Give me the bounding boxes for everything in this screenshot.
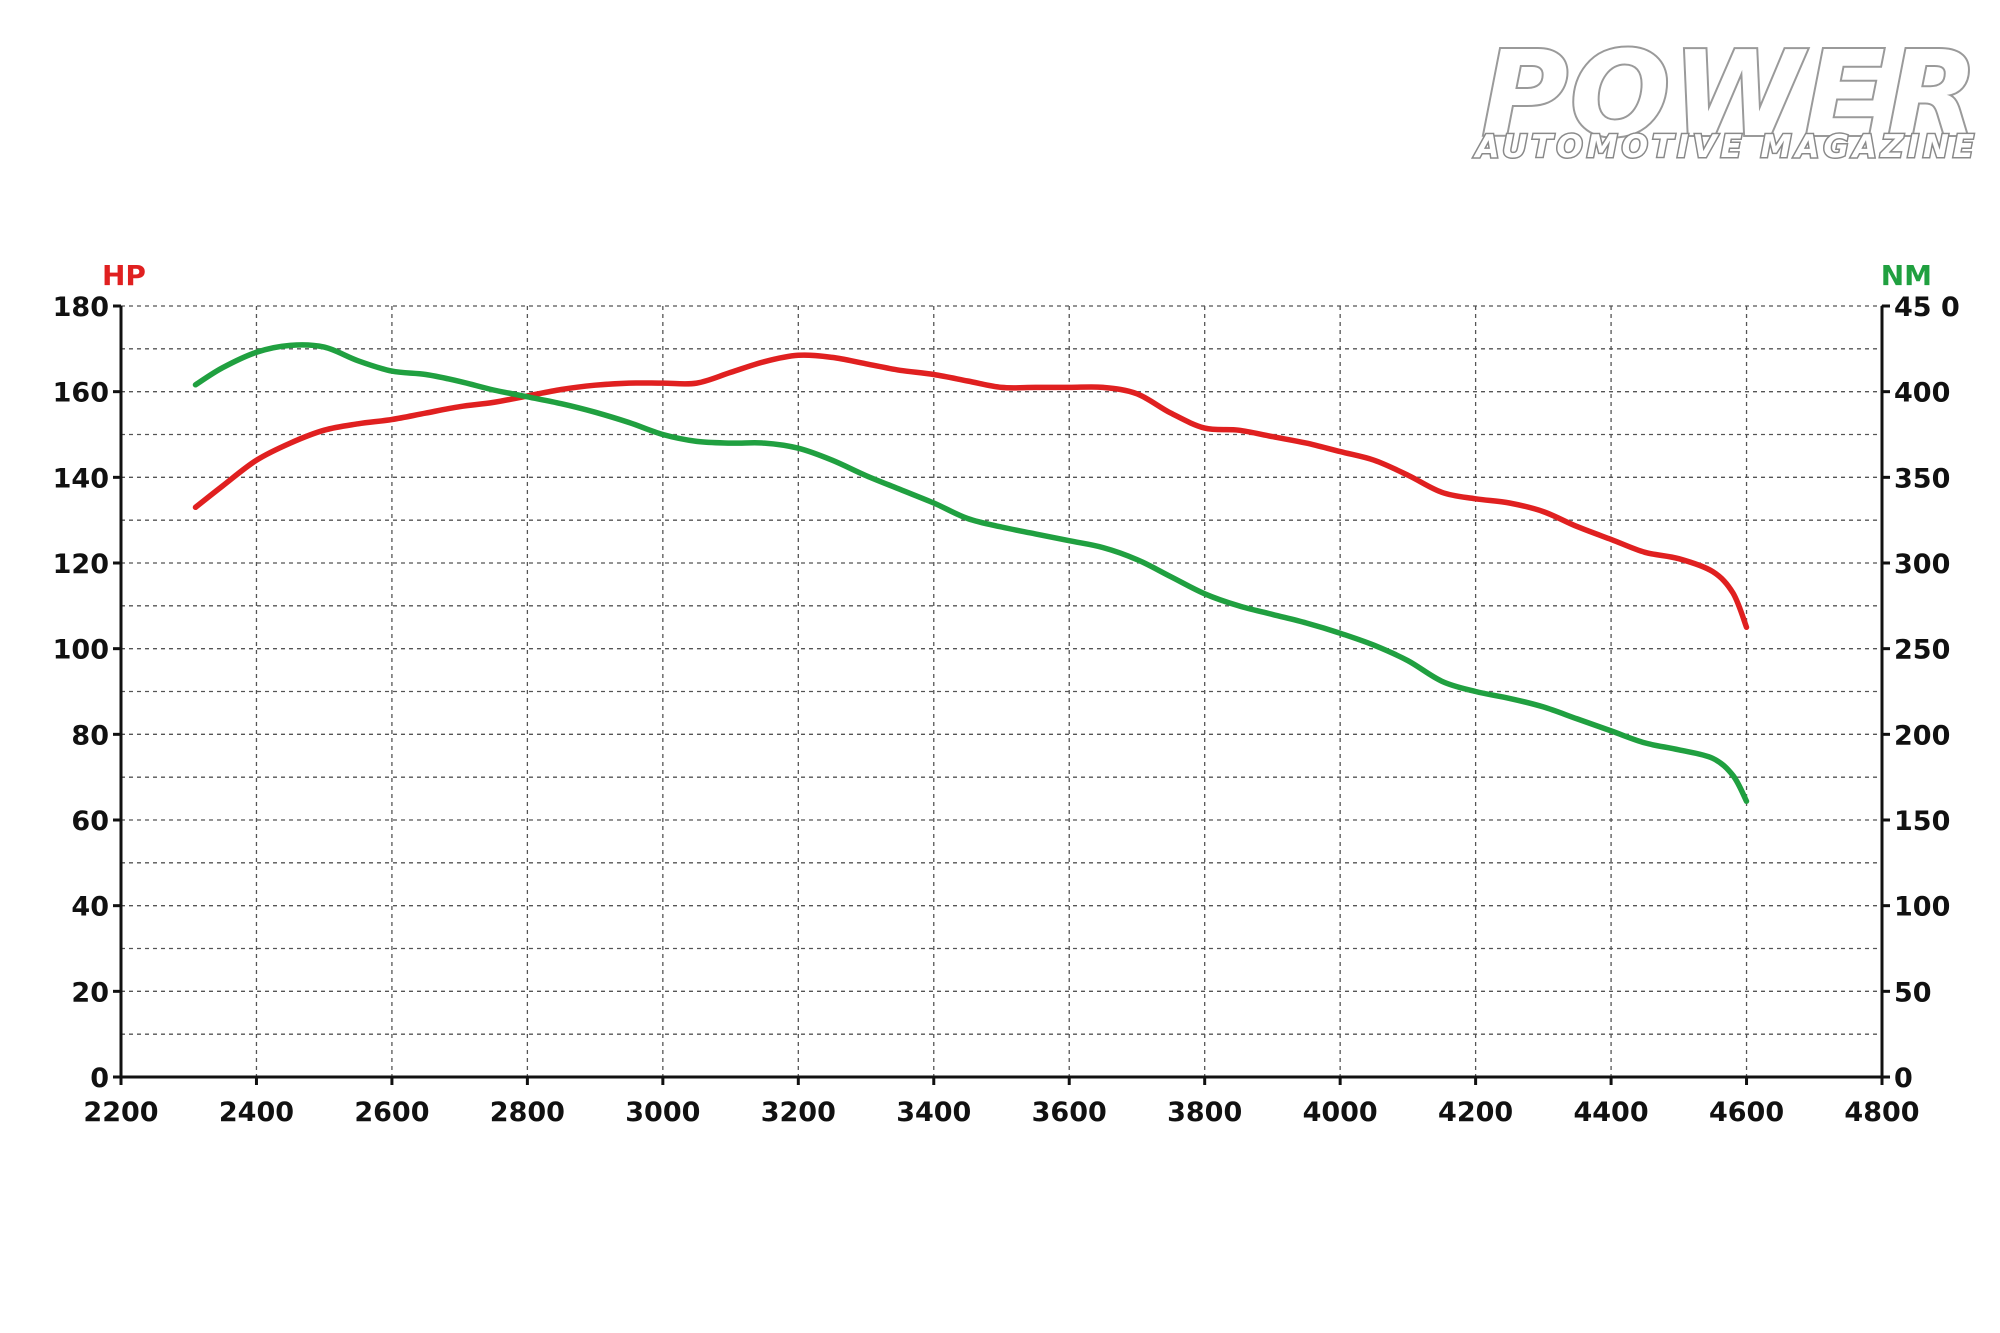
left-tick-label: 0: [90, 1063, 109, 1094]
right-tick-label: 45 0: [1894, 292, 1960, 323]
logo-sub-text: AUTOMOTIVE MAGAZINE: [1472, 129, 1978, 165]
left-tick-label: 40: [71, 892, 109, 923]
x-tick-label: 4600: [1709, 1097, 1784, 1128]
left-tick-label: 100: [53, 635, 109, 666]
left-tick-label: 180: [53, 292, 109, 323]
left-tick-label: 140: [53, 463, 109, 494]
x-tick-label: 3400: [896, 1097, 971, 1128]
right-tick-label: 350: [1894, 463, 1950, 494]
x-tick-label: 4800: [1844, 1097, 1919, 1128]
x-tick-label: 2800: [490, 1097, 565, 1128]
right-tick-label: 150: [1894, 806, 1950, 837]
logo-main-text: POWER: [1482, 25, 1980, 163]
right-tick-label: 100: [1894, 892, 1950, 923]
right-tick-label: 250: [1894, 635, 1950, 666]
x-tick-label: 2200: [83, 1097, 158, 1128]
series-line-nm: [192, 342, 1750, 804]
grid: [121, 305, 1882, 1077]
right-tick-label: 50: [1894, 977, 1932, 1008]
right-tick-label: 400: [1894, 378, 1950, 409]
right-tick-label: 0: [1894, 1063, 1913, 1094]
series-lines: [192, 342, 1750, 804]
left-tick-label: 60: [71, 806, 109, 837]
x-tick-label: 3200: [761, 1097, 836, 1128]
right-axis-label: NM: [1881, 259, 1932, 292]
left-tick-label: 120: [53, 549, 109, 580]
x-tick-label: 3000: [625, 1097, 700, 1128]
tick-labels: 0 20 40 60 80 100 120 140 160 180 0 50 100 150 200 250 3…: [53, 292, 1960, 1128]
left-axis-label: HP: [102, 259, 146, 292]
x-tick-label: 4400: [1573, 1097, 1648, 1128]
power-magazine-logo: POWER AUTOMOTIVE MAGAZINE: [1471, 23, 1980, 167]
series-line-hp: [192, 352, 1750, 631]
x-tick-label: 3600: [1032, 1097, 1107, 1128]
x-tick-label: 2600: [354, 1097, 429, 1128]
x-tick-label: 4000: [1303, 1097, 1378, 1128]
left-tick-label: 80: [71, 720, 109, 751]
left-tick-label: 160: [53, 378, 109, 409]
x-tick-label: 3800: [1167, 1097, 1242, 1128]
left-tick-label: 20: [71, 977, 109, 1008]
x-tick-label: 2400: [219, 1097, 294, 1128]
right-tick-label: 200: [1894, 720, 1950, 751]
x-tick-label: 4200: [1438, 1097, 1513, 1128]
axes: [113, 304, 1890, 1085]
right-tick-label: 300: [1894, 549, 1950, 580]
